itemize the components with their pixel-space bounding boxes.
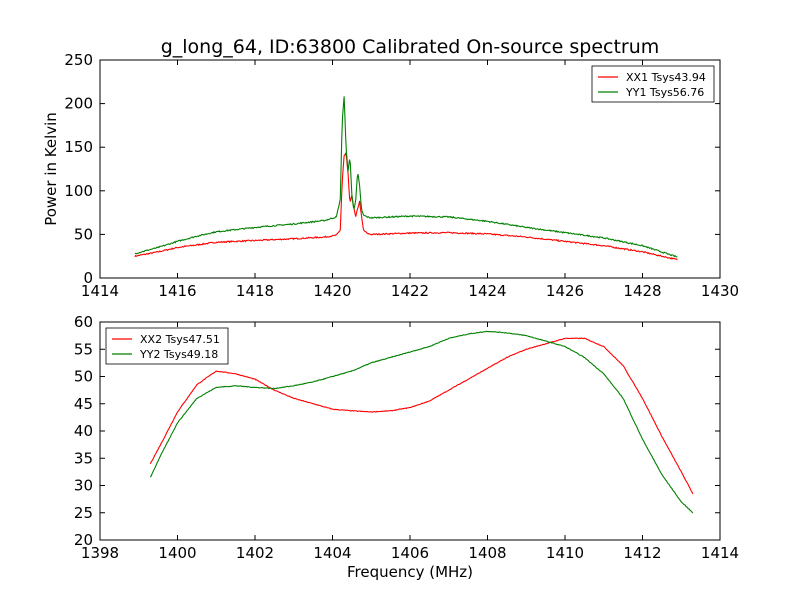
y-tick-label: 45 <box>74 395 93 413</box>
legend-box <box>591 65 715 103</box>
y-tick-label: 50 <box>74 225 93 243</box>
y-tick-label: 55 <box>74 340 93 358</box>
bottom-series-group <box>149 330 694 514</box>
series-line-1 <box>134 96 678 258</box>
x-tick-label: 1418 <box>236 282 274 300</box>
bottom-x-axis-label: Frequency (MHz) <box>347 563 473 581</box>
series-line-0 <box>134 152 678 261</box>
y-tick-label: 60 <box>74 313 93 331</box>
top-legend: XX1 Tsys43.94 YY1 Tsys56.76 <box>591 65 715 103</box>
x-tick-label: 1416 <box>158 282 196 300</box>
y-tick-label: 100 <box>64 182 93 200</box>
chart-title: g_long_64, ID:63800 Calibrated On-source… <box>161 36 660 58</box>
x-tick-label: 1430 <box>701 282 739 300</box>
legend-entry: YY2 Tsys49.18 <box>139 348 218 361</box>
x-tick-label: 1398 <box>81 544 119 562</box>
x-tick-label: 1408 <box>468 544 506 562</box>
y-tick-label: 250 <box>64 51 93 69</box>
top-y-axis-label: Power in Kelvin <box>42 112 60 226</box>
legend-box <box>105 327 229 365</box>
y-tick-label: 35 <box>74 449 93 467</box>
x-tick-label: 1402 <box>236 544 274 562</box>
legend-entry: XX2 Tsys47.51 <box>140 333 220 346</box>
series-line-1 <box>149 330 694 514</box>
legend-entry: YY1 Tsys56.76 <box>625 86 704 99</box>
top-panel: 1414 1416 1418 1420 1422 1424 1426 1428 1430 0 50 1… <box>42 51 739 300</box>
y-tick-label: 200 <box>64 95 93 113</box>
top-series-group <box>134 96 678 261</box>
legend-entry: XX1 Tsys43.94 <box>626 71 706 84</box>
x-tick-label: 1400 <box>158 544 196 562</box>
bottom-ticks: 1398 1400 1402 1404 1406 1408 1410 1412 1414 20 25… <box>74 313 739 562</box>
bottom-legend: XX2 Tsys47.51 YY2 Tsys49.18 <box>105 327 229 365</box>
series-line-0 <box>149 337 694 495</box>
x-tick-label: 1404 <box>313 544 351 562</box>
x-tick-label: 1420 <box>313 282 351 300</box>
x-tick-label: 1424 <box>468 282 506 300</box>
x-tick-label: 1414 <box>81 282 119 300</box>
x-tick-label: 1406 <box>391 544 429 562</box>
x-tick-label: 1410 <box>546 544 584 562</box>
x-tick-label: 1412 <box>623 544 661 562</box>
x-tick-label: 1422 <box>391 282 429 300</box>
bottom-panel: 1398 1400 1402 1404 1406 1408 1410 1412 1414 20 25… <box>74 313 739 581</box>
y-tick-label: 150 <box>64 138 93 156</box>
y-tick-label: 0 <box>83 269 93 287</box>
y-tick-label: 40 <box>74 422 93 440</box>
y-tick-label: 25 <box>74 504 93 522</box>
x-tick-label: 1426 <box>546 282 584 300</box>
x-tick-label: 1414 <box>701 544 739 562</box>
y-tick-label: 30 <box>74 477 93 495</box>
top-ticks: 1414 1416 1418 1420 1422 1424 1426 1428 1430 0 50 1… <box>64 51 739 300</box>
y-tick-label: 50 <box>74 368 93 386</box>
y-tick-label: 20 <box>74 531 93 549</box>
x-tick-label: 1428 <box>623 282 661 300</box>
